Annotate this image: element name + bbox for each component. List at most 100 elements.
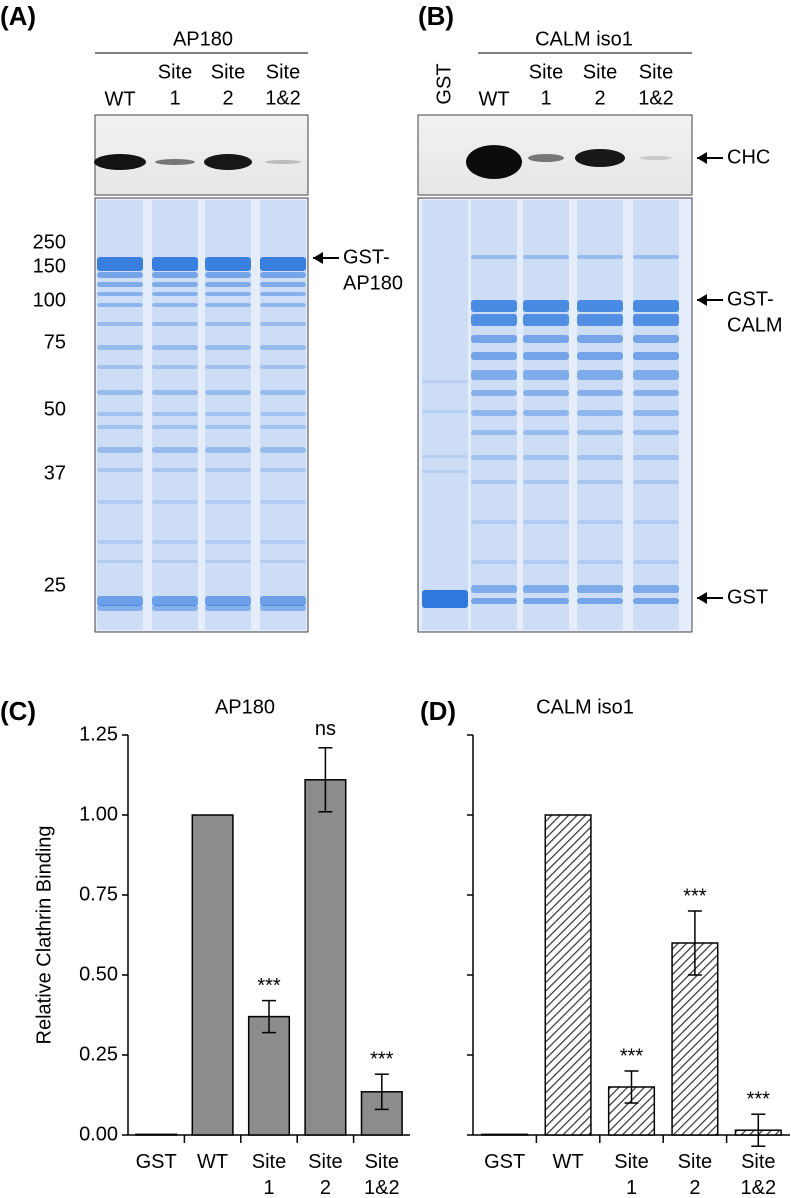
gel-band: [152, 447, 198, 453]
gel-band: [152, 292, 198, 296]
mw-marker: 50: [44, 398, 66, 420]
gel-band: [577, 430, 623, 435]
gel-band: [152, 560, 198, 563]
gel-band: [422, 470, 468, 473]
gel-band: [97, 292, 143, 296]
x-tick-label: Site 1&2: [741, 1151, 777, 1198]
gel-band: [577, 560, 623, 564]
mw-marker: 250: [33, 231, 66, 253]
gel-band: [471, 585, 517, 593]
gel-band: [633, 390, 679, 396]
gel-band: [523, 390, 569, 396]
gel-band: [523, 455, 569, 460]
gel-band: [471, 314, 517, 326]
gel-band: [97, 365, 143, 369]
gel-band: [260, 605, 306, 611]
panel-label: (B): [418, 1, 454, 31]
x-tick-label: Site 1: [614, 1151, 648, 1198]
mw-marker: 75: [44, 331, 66, 353]
bar: [544, 814, 592, 1136]
lane-label: 2: [594, 87, 605, 109]
gel-band: [471, 430, 517, 435]
gel-band: [152, 540, 198, 544]
gel-band: [205, 345, 251, 350]
gel-band: [633, 314, 679, 326]
significance: ***: [370, 1048, 394, 1070]
arrow-label: CHC: [727, 146, 770, 168]
gel-band: [523, 314, 569, 326]
panel-title: CALM iso1: [535, 28, 633, 50]
x-tick-label: Site 2: [308, 1151, 342, 1198]
blot-band: [575, 149, 625, 167]
gel-band: [152, 282, 198, 287]
gel-band: [471, 455, 517, 460]
gel-band: [577, 370, 623, 380]
gel-band: [633, 560, 679, 564]
lane-label: 2: [222, 87, 233, 109]
gel-band: [523, 300, 569, 312]
gel-band: [152, 272, 198, 278]
bar: [481, 1133, 529, 1136]
gel-band: [577, 410, 623, 416]
lane-label: Site: [211, 61, 245, 83]
y-axis-label: Relative Clathrin Binding: [33, 825, 55, 1044]
gel-band: [260, 345, 306, 350]
gel-band: [471, 480, 517, 484]
gel-band: [260, 447, 306, 453]
panel-label: (D): [420, 696, 456, 726]
gel-band: [260, 257, 306, 271]
gel-band: [152, 365, 198, 369]
panel-label: (A): [0, 1, 36, 31]
arrow-label: GST-: [727, 288, 774, 310]
arrow-head: [697, 592, 707, 604]
gel-band: [205, 390, 251, 395]
gel-band: [97, 390, 143, 395]
bar: [135, 1133, 178, 1136]
gel-band: [152, 412, 198, 416]
gel-band: [205, 468, 251, 472]
gel-band: [577, 300, 623, 312]
y-tick-label: 0.75: [79, 883, 118, 905]
lane-label: GST: [433, 63, 455, 104]
gel-band: [471, 300, 517, 312]
gel-band: [633, 410, 679, 416]
gel-band: [577, 390, 623, 396]
mw-marker: 25: [44, 574, 66, 596]
gel-band: [205, 257, 251, 271]
gel-band: [97, 345, 143, 350]
blot-band: [640, 156, 672, 160]
gel-band: [633, 300, 679, 312]
gel-band: [97, 303, 143, 307]
gel-band: [260, 425, 306, 429]
y-tick-label: 0.50: [79, 963, 118, 985]
gel-band: [205, 272, 251, 278]
gel-band: [260, 322, 306, 326]
gel-band: [523, 430, 569, 435]
gel-band: [260, 560, 306, 563]
chart-title: AP180: [215, 696, 275, 718]
gel-band: [471, 390, 517, 396]
bar: [191, 814, 234, 1136]
gel-band: [471, 410, 517, 416]
arrow-label: GST-: [343, 246, 390, 268]
gel-band: [422, 455, 468, 458]
lane-label: 1: [169, 87, 180, 109]
gel-band: [577, 598, 623, 604]
arrow-head: [697, 294, 707, 306]
gels: [94, 114, 693, 633]
gel-band: [260, 540, 306, 544]
lane-label: 1: [540, 87, 551, 109]
gel-band: [471, 370, 517, 380]
gel-band: [260, 412, 306, 416]
gel-band: [205, 596, 251, 606]
y-tick-label: 0.25: [79, 1043, 118, 1065]
gel-band: [471, 520, 517, 524]
gel-band: [577, 480, 623, 484]
gel-band: [471, 598, 517, 604]
gel-band: [633, 335, 679, 343]
gel-band: [97, 257, 143, 271]
mw-marker: 37: [44, 462, 66, 484]
gel-band: [152, 390, 198, 395]
gel-band: [260, 596, 306, 606]
blot-band: [466, 145, 522, 179]
